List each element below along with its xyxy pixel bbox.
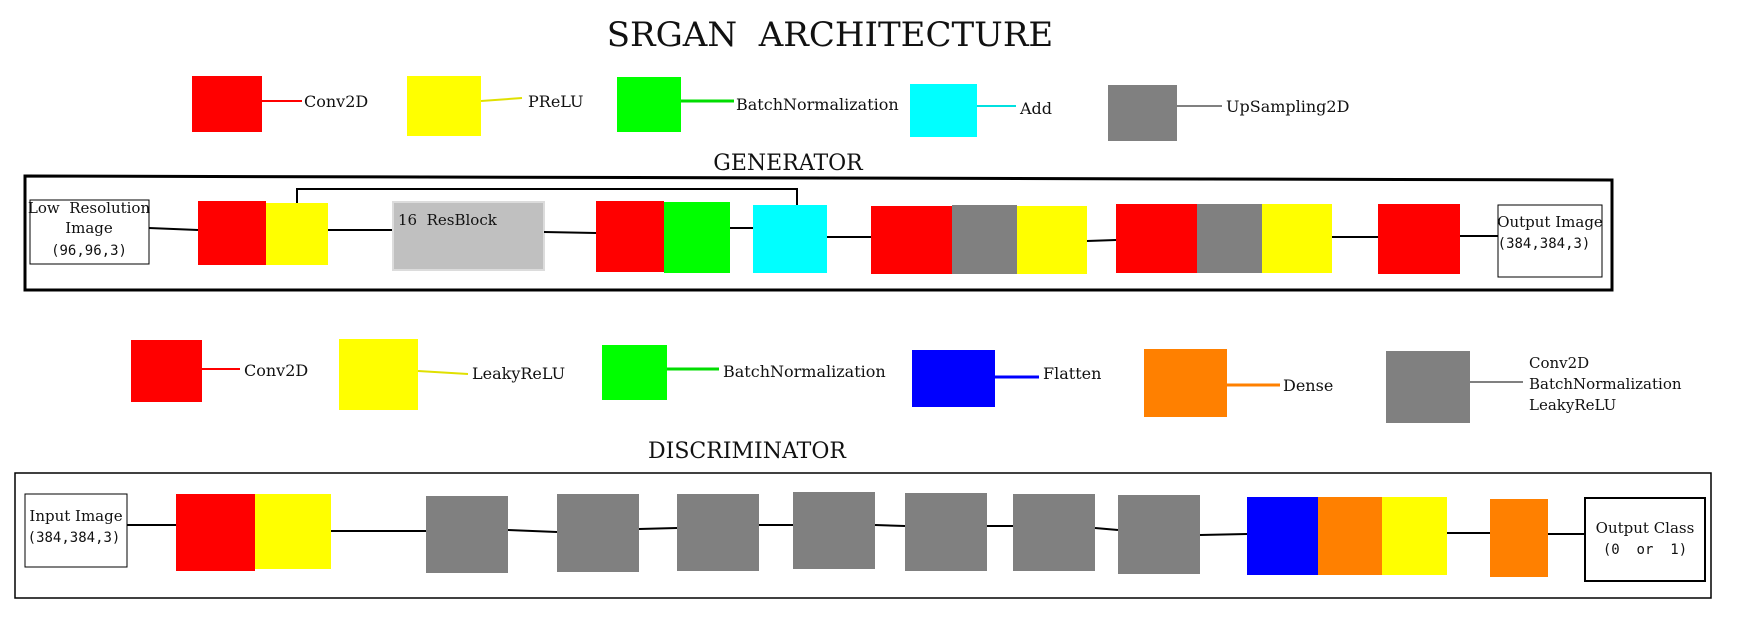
- legend-d-conv2d-swatch: [131, 340, 202, 402]
- generator-input-box: [29, 199, 150, 265]
- discriminator-input-line1: Input Image: [29, 507, 122, 525]
- legend-d-dense-swatch: [1144, 349, 1227, 417]
- legend-prelu-swatch: [407, 76, 481, 136]
- generator-input-line1: Low Resolution: [28, 199, 151, 217]
- discriminator-block-5: [905, 493, 987, 571]
- generator-conv2d-4: [1116, 204, 1197, 273]
- discriminator-conv2d: [176, 494, 255, 571]
- discriminator-block-6: [1013, 494, 1095, 571]
- generator-prelu-1: [266, 203, 328, 265]
- generator-output-line1: Output Image: [1497, 213, 1603, 231]
- legend-d-conv2d-label: Conv2D: [244, 361, 308, 380]
- generator-batchnorm-1: [664, 202, 730, 273]
- discriminator-block-1: [426, 496, 508, 573]
- discriminator-dense-2: [1490, 499, 1548, 577]
- discriminator-input-box: [24, 493, 128, 568]
- legend-add-swatch: [910, 84, 977, 137]
- legend-d-batchnorm-swatch: [602, 345, 667, 400]
- generator-input-line2: Image: [65, 219, 113, 237]
- generator-legend: Conv2D PReLU BatchNormalization Add UpSa…: [192, 76, 1349, 141]
- generator-conv2d-1: [198, 201, 266, 265]
- legend-conv2d-label: Conv2D: [304, 92, 368, 111]
- discriminator-leakyrelu-2: [1382, 497, 1447, 575]
- generator-add: [753, 205, 827, 273]
- generator-pipeline: Low Resolution Image (96,96,3) 16 ResBlo…: [28, 188, 1603, 278]
- legend-conv2d-swatch: [192, 76, 262, 132]
- discriminator-title: DISCRIMINATOR: [648, 439, 847, 464]
- discriminator-block-2: [557, 494, 639, 572]
- legend-d-block-line3: LeakyReLU: [1529, 396, 1616, 414]
- generator-prelu-2: [1017, 206, 1087, 274]
- generator-conv2d-2: [596, 201, 664, 272]
- legend-add-label: Add: [1019, 99, 1052, 118]
- discriminator-output-box: [1584, 497, 1706, 582]
- legend-d-flatten-label: Flatten: [1043, 364, 1101, 383]
- discriminator-output-line1: Output Class: [1596, 519, 1695, 537]
- legend-d-leakyrelu-swatch: [339, 339, 418, 410]
- discriminator-input-line2: (384,384,3): [28, 530, 121, 546]
- legend-d-block-swatch: [1386, 351, 1470, 423]
- discriminator-leakyrelu: [255, 494, 331, 569]
- discriminator-block-3: [677, 494, 759, 571]
- generator-output-box: [1497, 204, 1603, 278]
- discriminator-dense-1: [1318, 497, 1382, 575]
- discriminator-frame: [14, 472, 1712, 599]
- generator-frame: [23, 174, 1614, 292]
- legend-d-block-line2: BatchNormalization: [1529, 375, 1682, 393]
- generator-upsampling-2: [1197, 204, 1262, 273]
- legend-d-batchnorm-label: BatchNormalization: [723, 362, 886, 381]
- discriminator-legend: Conv2D LeakyReLU BatchNormalization Flat…: [131, 339, 1682, 423]
- legend-upsampling-label: UpSampling2D: [1226, 97, 1349, 116]
- generator-upsampling-1: [952, 205, 1017, 274]
- legend-d-leakyrelu-label: LeakyReLU: [472, 364, 565, 383]
- legend-upsampling-swatch: [1108, 85, 1177, 141]
- legend-d-dense-label: Dense: [1283, 376, 1333, 395]
- legend-batchnorm-label: BatchNormalization: [736, 95, 899, 114]
- discriminator-block-7: [1118, 495, 1200, 574]
- generator-output-line2: (384,384,3): [1498, 236, 1591, 252]
- generator-resblock: [392, 201, 545, 271]
- generator-resblock-label: 16 ResBlock: [398, 211, 498, 229]
- generator-skip-connection: [296, 188, 798, 205]
- discriminator-pipeline: Input Image (384,384,3) Output Class (0 …: [24, 492, 1706, 582]
- legend-d-flatten-swatch: [912, 350, 995, 407]
- discriminator-block-4: [793, 492, 875, 569]
- generator-conv2d-3: [871, 206, 952, 274]
- generator-title: GENERATOR: [713, 151, 864, 176]
- diagram-title: SRGAN ARCHITECTURE: [607, 15, 1053, 55]
- legend-d-block-line1: Conv2D: [1529, 354, 1589, 372]
- legend-batchnorm-swatch: [617, 77, 681, 132]
- generator-input-line3: (96,96,3): [51, 243, 127, 259]
- discriminator-output-line2: (0 or 1): [1603, 542, 1687, 558]
- discriminator-flatten: [1247, 497, 1318, 575]
- generator-prelu-3: [1262, 204, 1332, 273]
- legend-prelu-label: PReLU: [528, 92, 584, 111]
- generator-conv2d-5: [1378, 204, 1460, 274]
